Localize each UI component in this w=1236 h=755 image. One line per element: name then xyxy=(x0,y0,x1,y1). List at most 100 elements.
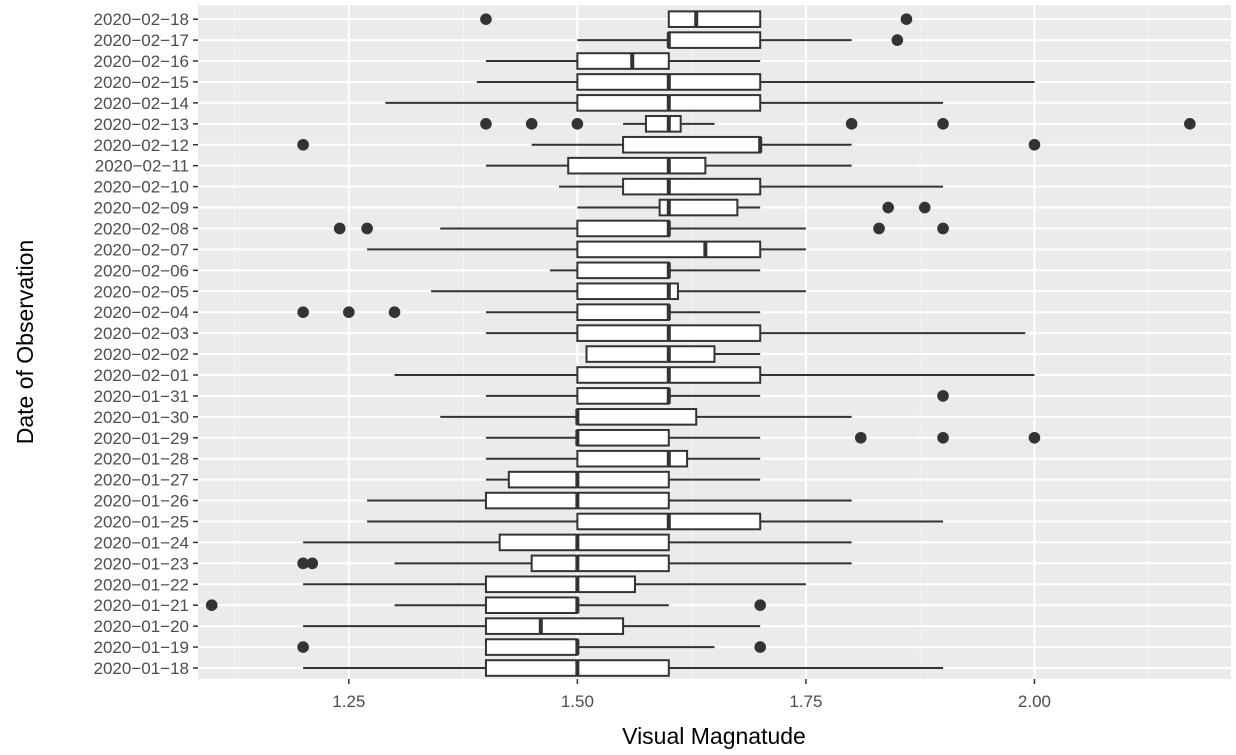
outlier-point xyxy=(918,201,931,214)
outlier-point xyxy=(937,222,949,235)
boxes-layer xyxy=(205,10,1196,677)
y-tick-label: 2020−02−02 xyxy=(94,345,190,364)
box-iqr xyxy=(498,533,670,552)
y-tick-label: 2020−02−05 xyxy=(94,282,190,301)
x-tick-label: 1.25 xyxy=(332,692,365,711)
box-iqr xyxy=(484,617,625,635)
x-axis-title: Visual Magnatude xyxy=(622,723,806,749)
y-tick-label: 2020−01−29 xyxy=(94,429,190,448)
box-iqr xyxy=(576,408,698,426)
box-iqr xyxy=(658,198,739,217)
y-tick-label: 2020−01−18 xyxy=(94,659,190,678)
x-tick-label: 1.50 xyxy=(561,692,594,711)
box-iqr xyxy=(622,135,762,154)
outlier-point xyxy=(754,641,767,653)
outlier-point xyxy=(891,34,904,46)
y-tick-label: 2020−01−31 xyxy=(94,387,190,406)
outlier-point xyxy=(1028,431,1041,444)
outlier-point xyxy=(525,118,538,130)
y-axis-ticks: 2020−01−18 2020−01−19 2020−01−20 2020−01−21… xyxy=(94,10,198,678)
box-2020-01-18 xyxy=(303,659,944,677)
box-2020-02-08 xyxy=(333,219,949,238)
box-iqr xyxy=(576,52,670,70)
x-tick-label: 1.75 xyxy=(789,692,822,711)
y-tick-label: 2020−02−12 xyxy=(94,136,190,155)
y-tick-label: 2020−02−11 xyxy=(95,157,189,176)
box-2020-02-04 xyxy=(297,303,761,321)
box-2020-02-07 xyxy=(367,240,806,259)
box-2020-01-26 xyxy=(367,491,852,510)
y-tick-label: 2020−01−20 xyxy=(94,617,190,636)
y-tick-label: 2020−02−01 xyxy=(94,366,190,385)
box-2020-01-27 xyxy=(485,470,761,489)
box-iqr xyxy=(530,554,670,573)
y-tick-label: 2020−01−25 xyxy=(94,512,190,531)
outlier-point xyxy=(873,222,885,235)
y-tick-label: 2020−01−21 xyxy=(94,596,190,615)
box-2020-01-30 xyxy=(440,408,852,426)
y-tick-label: 2020−02−03 xyxy=(94,324,190,343)
y-tick-label: 2020−01−26 xyxy=(94,492,190,511)
box-iqr xyxy=(576,282,679,301)
box-2020-02-16 xyxy=(485,52,761,70)
outlier-point xyxy=(937,118,949,130)
box-2020-02-14 xyxy=(385,94,944,112)
y-tick-label: 2020−02−07 xyxy=(94,240,190,259)
box-2020-01-23 xyxy=(297,554,852,573)
y-tick-label: 2020−02−14 xyxy=(94,94,190,113)
outlier-point xyxy=(754,599,767,612)
box-2020-02-09 xyxy=(577,198,931,217)
outlier-point xyxy=(306,557,319,570)
y-tick-label: 2020−01−30 xyxy=(94,408,190,427)
box-iqr xyxy=(576,219,670,238)
outlier-point xyxy=(900,13,913,25)
box-iqr xyxy=(576,240,762,259)
box-iqr xyxy=(484,596,579,615)
box-2020-01-22 xyxy=(303,575,806,594)
outlier-point xyxy=(1184,118,1196,130)
outlier-point xyxy=(845,118,858,130)
box-2020-01-20 xyxy=(303,617,761,635)
box-2020-02-12 xyxy=(297,135,1041,154)
outlier-point xyxy=(343,306,355,318)
y-tick-label: 2020−01−27 xyxy=(94,471,190,490)
x-tick-label: 2.00 xyxy=(1018,692,1051,711)
y-tick-label: 2020−02−17 xyxy=(94,31,190,50)
outlier-point xyxy=(388,306,401,318)
y-tick-label: 2020−01−24 xyxy=(94,533,190,552)
y-tick-label: 2020−02−15 xyxy=(94,73,190,92)
box-iqr xyxy=(576,387,670,405)
y-tick-label: 2020−02−08 xyxy=(94,219,190,238)
box-iqr xyxy=(576,303,670,321)
box-2020-02-06 xyxy=(549,261,761,280)
box-2020-01-28 xyxy=(485,449,761,468)
y-tick-label: 2020−02−04 xyxy=(94,303,190,322)
outlier-point xyxy=(205,599,218,612)
outlier-point xyxy=(937,390,949,402)
box-2020-02-11 xyxy=(485,156,852,175)
outlier-point xyxy=(297,557,309,570)
y-axis-title: Date of Observation xyxy=(12,240,38,445)
y-tick-label: 2020−01−22 xyxy=(94,575,190,594)
plot-panel xyxy=(198,5,1231,679)
box-iqr xyxy=(484,638,579,656)
y-tick-label: 2020−02−13 xyxy=(94,115,190,134)
outlier-point xyxy=(333,222,346,235)
box-2020-01-25 xyxy=(367,512,944,531)
box-iqr xyxy=(576,261,670,280)
box-iqr xyxy=(484,575,636,594)
x-axis-ticks: 1.25 1.50 1.75 2.00 xyxy=(332,679,1051,711)
outlier-point xyxy=(297,641,309,653)
outlier-point xyxy=(882,201,894,214)
box-2020-01-24 xyxy=(303,533,852,552)
box-2020-02-15 xyxy=(476,73,1035,91)
box-iqr xyxy=(567,156,707,175)
box-iqr xyxy=(622,177,762,196)
box-iqr xyxy=(667,10,762,28)
outlier-point xyxy=(1028,138,1041,151)
y-tick-label: 2020−02−16 xyxy=(94,52,190,71)
outlier-point xyxy=(361,222,373,235)
outlier-point xyxy=(297,138,309,151)
